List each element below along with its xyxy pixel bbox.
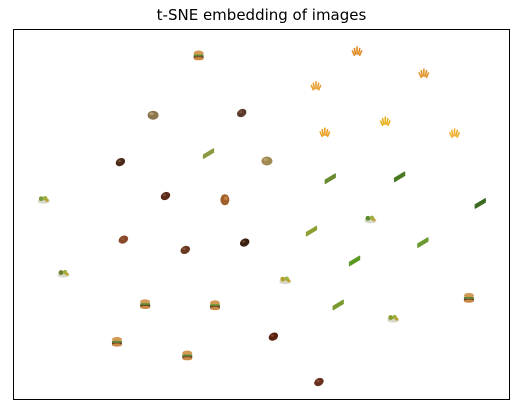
scatter-point bbox=[324, 173, 337, 185]
scatter-point bbox=[147, 110, 159, 120]
scatter-point bbox=[236, 108, 247, 118]
scatter-point bbox=[115, 157, 126, 167]
scatter-point bbox=[364, 215, 377, 224]
scatter-point bbox=[279, 276, 292, 285]
scatter-point bbox=[160, 191, 171, 201]
scatter-point bbox=[310, 81, 322, 91]
scatter-point bbox=[220, 194, 230, 206]
scatter-point bbox=[182, 350, 193, 361]
scatter-point bbox=[268, 332, 279, 341]
scatter-point bbox=[387, 314, 400, 323]
scatter-point bbox=[314, 377, 324, 387]
scatter-point bbox=[319, 127, 331, 138]
scatter-point bbox=[463, 292, 474, 303]
scatter-point bbox=[57, 269, 70, 278]
scatter-point bbox=[193, 50, 204, 61]
scatter-point bbox=[180, 245, 190, 255]
scatter-point bbox=[37, 196, 50, 204]
scatter-point bbox=[417, 237, 429, 248]
scatter-point bbox=[111, 336, 122, 347]
scatter-point bbox=[474, 198, 487, 209]
scatter-point bbox=[118, 235, 129, 244]
scatter-point bbox=[202, 148, 215, 159]
scatter-point bbox=[332, 299, 345, 311]
scatter-point bbox=[140, 299, 151, 309]
scatter-point bbox=[209, 300, 220, 311]
scatter-point bbox=[393, 171, 406, 183]
scatter-point bbox=[448, 128, 461, 139]
scatter-point bbox=[261, 156, 273, 166]
scatter-point bbox=[348, 255, 361, 267]
scatter-point bbox=[418, 68, 430, 79]
chart-title: t-SNE embedding of images bbox=[156, 6, 367, 24]
scatter-point bbox=[239, 238, 250, 247]
plot-frame bbox=[13, 29, 510, 400]
marks-layer bbox=[37, 46, 487, 387]
scatter-point bbox=[379, 116, 391, 127]
scatter-point bbox=[305, 225, 318, 237]
scatter-point bbox=[351, 46, 363, 57]
